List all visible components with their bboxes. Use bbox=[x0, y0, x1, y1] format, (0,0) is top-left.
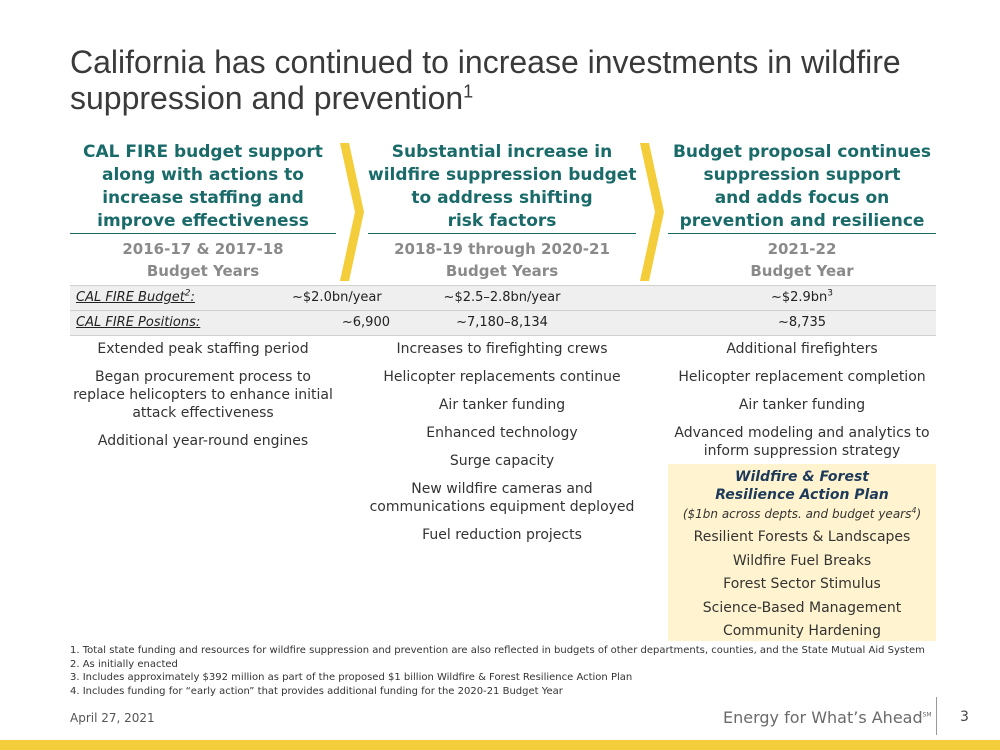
list-item: Surge capacity bbox=[449, 453, 555, 469]
column-header-1: CAL FIRE budget support along with action… bbox=[70, 141, 336, 234]
column-3-items: Additional firefighters Helicopter repla… bbox=[668, 340, 936, 470]
action-plan-title: Wildfire & Forest Resilience Action Plan bbox=[715, 469, 889, 503]
list-item: Helicopter replacements continue bbox=[383, 369, 621, 385]
positions-row-label: CAL FIRE Positions: bbox=[76, 315, 201, 330]
list-item: Advanced modeling and analytics to infor… bbox=[674, 425, 930, 459]
positions-value-3: ~8,735 bbox=[777, 315, 827, 330]
list-item: Additional year-round engines bbox=[97, 433, 309, 449]
list-item: Air tanker funding bbox=[438, 397, 566, 413]
brand-tagline: Energy for What’s AheadSM bbox=[723, 708, 932, 727]
budget-years-1: 2016-17 & 2017-18 Budget Years bbox=[122, 240, 284, 280]
action-plan-item: Wildfire Fuel Breaks bbox=[732, 552, 872, 569]
list-item: Helicopter replacement completion bbox=[678, 369, 926, 385]
action-plan-subtitle: ($1bn across depts. and budget years4) bbox=[682, 506, 922, 522]
budget-row: CAL FIRE Budget2: ~$2.0bn/year ~$2.5–2.8… bbox=[70, 285, 936, 310]
positions-value-1: ~6,900 bbox=[341, 315, 390, 330]
slide-title: California has continued to increase inv… bbox=[70, 44, 901, 116]
chevron-right-icon bbox=[640, 143, 664, 281]
column-1-items: Extended peak staffing period Began proc… bbox=[70, 340, 336, 460]
budget-row-label: CAL FIRE Budget2: bbox=[76, 288, 195, 305]
action-plan-item: Resilient Forests & Landscapes bbox=[693, 529, 911, 545]
budget-years-2: 2018-19 through 2020-21 Budget Years bbox=[394, 240, 610, 280]
list-item: Fuel reduction projects bbox=[422, 527, 582, 543]
list-item: New wildfire cameras and communications … bbox=[369, 481, 635, 515]
action-plan-box: Wildfire & Forest Resilience Action Plan… bbox=[668, 464, 936, 641]
budget-value-2: ~$2.5–2.8bn/year bbox=[443, 290, 561, 305]
bottom-accent-bar bbox=[0, 740, 1000, 750]
column-2-items: Increases to firefighting crews Helicopt… bbox=[368, 340, 636, 554]
budget-value-1: ~$2.0bn/year bbox=[292, 290, 382, 305]
footer-date: April 27, 2021 bbox=[70, 711, 155, 725]
chevron-right-icon bbox=[340, 143, 364, 281]
footnote: 4. Includes funding for “early action” t… bbox=[70, 685, 563, 697]
list-item: Enhanced technology bbox=[426, 425, 578, 441]
positions-row: CAL FIRE Positions: ~6,900 ~7,180–8,134 … bbox=[70, 310, 936, 336]
footnote: 3. Includes approximately $392 million a… bbox=[70, 672, 633, 683]
page-number: 3 bbox=[960, 709, 969, 725]
action-plan-item: Forest Sector Stimulus bbox=[723, 576, 881, 592]
footnote: 1. Total state funding and resources for… bbox=[70, 645, 925, 656]
action-plan-item: Science-Based Management bbox=[702, 599, 902, 616]
footer-divider bbox=[936, 697, 937, 735]
list-item: Began procurement process to replace hel… bbox=[73, 369, 333, 421]
list-item: Air tanker funding bbox=[738, 397, 866, 413]
positions-value-2: ~7,180–8,134 bbox=[456, 315, 548, 330]
column-header-3: Budget proposal continues suppression sup… bbox=[668, 141, 936, 234]
footnotes: 1. Total state funding and resources for… bbox=[70, 644, 925, 698]
column-header-2: Substantial increase in wildfire suppress… bbox=[368, 141, 636, 234]
budget-value-3: ~$2.9bn3 bbox=[770, 288, 834, 305]
list-item: Extended peak staffing period bbox=[97, 341, 309, 357]
action-plan-item: Community Hardening bbox=[722, 623, 882, 639]
list-item: Additional firefighters bbox=[726, 341, 878, 357]
list-item: Increases to firefighting crews bbox=[396, 341, 608, 357]
footnote: 2. As initially enacted bbox=[70, 658, 178, 670]
budget-years-3: 2021-22 Budget Year bbox=[750, 240, 854, 280]
